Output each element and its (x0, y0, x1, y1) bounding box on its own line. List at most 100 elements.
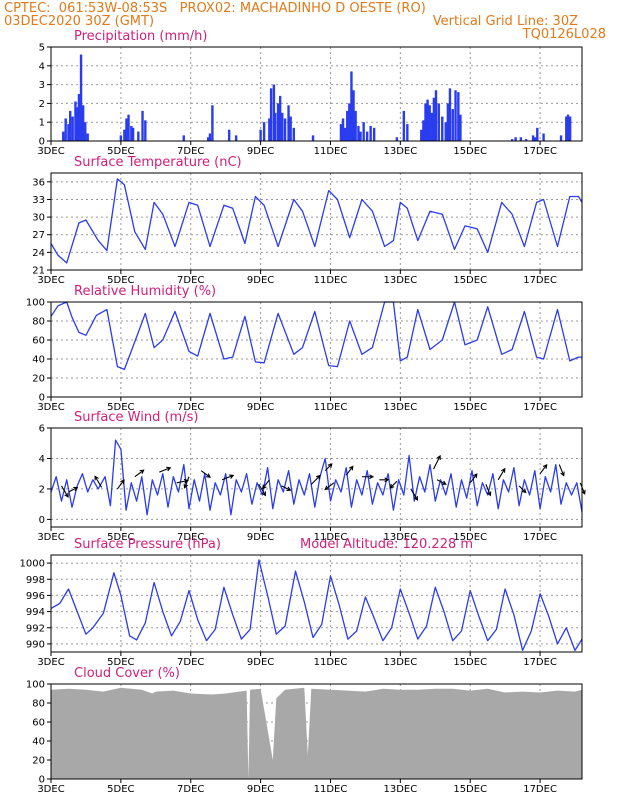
y-tick-label: 40 (32, 355, 45, 366)
precip-bar (283, 118, 287, 141)
y-tick-label: 30 (32, 213, 45, 224)
precip-bar (352, 90, 355, 141)
x-tick-label: 13DEC (383, 532, 417, 543)
precip-bar (144, 120, 147, 141)
precip-bar (71, 116, 74, 141)
x-tick-label: 3DEC (37, 146, 64, 157)
x-tick-label: 17DEC (523, 402, 557, 413)
precip-bar (542, 133, 545, 141)
x-tick-label: 3DEC (37, 275, 64, 286)
x-tick-label: 11DEC (314, 275, 348, 286)
precip-bar (311, 135, 315, 141)
precip-bar (459, 114, 462, 141)
precip-bar (74, 101, 77, 141)
x-tick-label: 15DEC (453, 784, 487, 795)
panel-3: 0 20 40 60 80 100 3DEC 5DEC 7DEC 9DEC 11DEC 13DEC 15… (26, 284, 583, 413)
wind-arrow (436, 479, 447, 485)
cloud-cover-area (51, 687, 582, 779)
precip-bar (524, 139, 528, 141)
panel-frame (50, 301, 583, 398)
x-tick-label: 7DEC (177, 275, 204, 286)
precip-bar (125, 118, 128, 141)
precip-bar (395, 137, 399, 141)
precip-bar (406, 124, 409, 141)
precip-bar (457, 92, 460, 141)
precip-bar (123, 129, 126, 141)
y-tick-label: 100 (26, 680, 45, 691)
precip-bar (289, 116, 292, 141)
precip-bar (276, 103, 280, 141)
wind-arrow (310, 474, 321, 485)
x-tick-label: 17DEC (523, 532, 557, 543)
x-tick-label: 9DEC (247, 532, 274, 543)
y-tick-label: 20 (32, 374, 45, 385)
precip-bar (278, 95, 282, 141)
precip-bar (365, 131, 369, 141)
precip-bar (227, 129, 231, 141)
x-tick-label: 9DEC (247, 402, 274, 413)
wind-arrow (183, 476, 190, 489)
precip-bar (448, 88, 452, 141)
y-tick-label: 80 (32, 317, 45, 328)
wind-arrow (539, 463, 548, 475)
precip-bar (533, 137, 537, 141)
precip-bar (359, 131, 362, 141)
y-tick-label: 5 (39, 43, 45, 54)
y-tick-label: 4 (39, 454, 45, 465)
header-model-id: TQ0126L028 (522, 27, 606, 42)
y-tick-label: 36 (32, 177, 45, 188)
panel-frame (50, 172, 583, 271)
panel-1: 0 1 2 3 4 5 3DEC 5DEC 7DEC 9DEC 11DEC 13DEC 15DEC 17D… (37, 29, 583, 157)
precip-bar (281, 112, 284, 141)
y-tick-label: 1000 (20, 559, 45, 570)
series-line (50, 559, 583, 652)
header-grid-note: Vertical Grid Line: 30Z (432, 14, 578, 29)
x-tick-label: 17DEC (523, 657, 557, 668)
precip-bar (454, 90, 457, 141)
precip-bar (424, 103, 427, 141)
panel-title: Surface Pressure (hPa) (74, 537, 221, 552)
y-tick-label: 2 (39, 99, 45, 110)
x-tick-label: 7DEC (177, 532, 204, 543)
x-tick-label: 7DEC (177, 657, 204, 668)
panel-title: Cloud Cover (%) (74, 666, 180, 681)
x-tick-label: 5DEC (107, 146, 134, 157)
y-tick-label: 60 (32, 336, 45, 347)
panel-title: Surface Temperature (nC) (74, 155, 242, 170)
panel-2: 21 24 27 30 33 36 3DEC 5DEC 7DEC 9DEC 11DEC 13DEC 15… (32, 155, 583, 286)
precip-bar (84, 122, 87, 141)
wind-arrow (558, 464, 565, 477)
wind-arrow (497, 467, 506, 481)
x-tick-label: 7DEC (177, 784, 204, 795)
panel-title: Surface Wind (m/s) (74, 410, 198, 425)
precip-bar (362, 122, 365, 141)
precip-bar (272, 84, 276, 141)
precip-bar (566, 114, 570, 141)
model-altitude-label: Model Altitude: 120.228 m (300, 537, 473, 552)
panel-frame (50, 683, 583, 780)
y-tick-label: 1 (39, 118, 45, 129)
x-tick-label: 17DEC (523, 784, 557, 795)
y-tick-label: 21 (32, 266, 45, 277)
precip-bar (432, 97, 436, 141)
panel-4: 0 2 4 6 3DEC 5DEC 7DEC 9DEC 11DEC 13DEC 15DEC 17DEC… (37, 410, 586, 543)
y-tick-label: 24 (32, 248, 45, 259)
precip-bar (536, 127, 539, 141)
precip-bar (141, 110, 144, 141)
precip-bar (420, 129, 423, 141)
precip-bar (81, 105, 85, 141)
precip-bar (354, 110, 357, 141)
wind-arrow (159, 466, 172, 473)
precip-bar (259, 129, 262, 141)
precip-bar (441, 116, 444, 141)
precip-bar (451, 109, 454, 141)
wind-arrow (258, 484, 267, 497)
y-tick-label: 20 (32, 756, 45, 767)
wind-arrow (68, 486, 79, 493)
y-tick-label: 996 (26, 591, 45, 602)
wind-arrow (281, 485, 292, 491)
x-tick-label: 13DEC (383, 146, 417, 157)
x-tick-label: 3DEC (37, 532, 64, 543)
wind-arrow (410, 488, 419, 501)
